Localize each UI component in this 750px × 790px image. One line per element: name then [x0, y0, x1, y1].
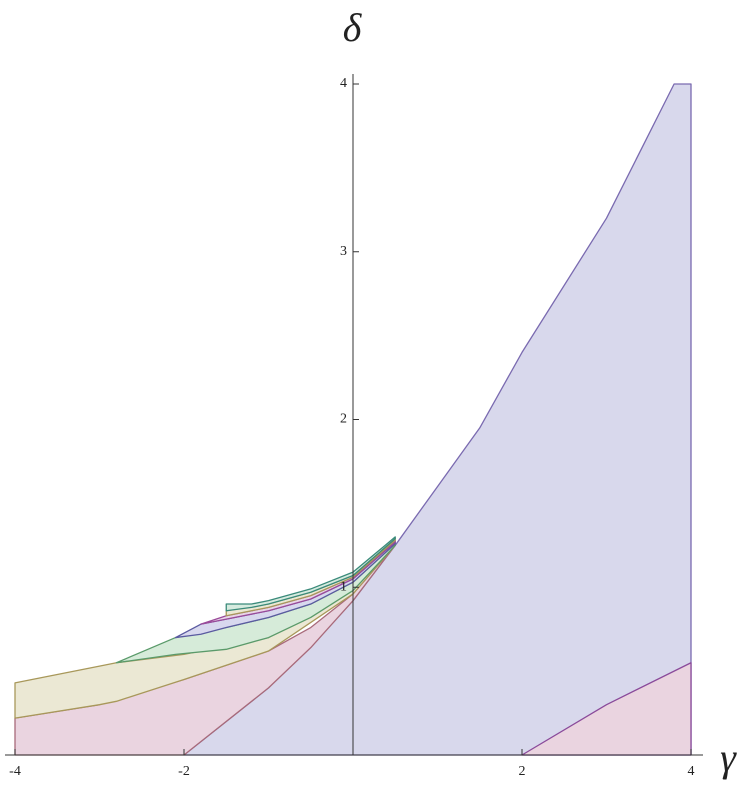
y-axis-label: δ: [343, 5, 363, 50]
y-tick-label: 4: [340, 76, 347, 91]
x-tick-label: -2: [178, 764, 190, 779]
y-tick-label: 1: [340, 579, 347, 594]
region: [225, 536, 396, 612]
x-tick-label: 4: [688, 764, 695, 779]
x-tick-label: 2: [519, 764, 526, 779]
x-axis-label: γ: [720, 735, 737, 780]
y-tick-label: 2: [340, 412, 347, 427]
y-tick-label: 3: [340, 244, 347, 259]
x-tick-label: -4: [9, 764, 21, 779]
